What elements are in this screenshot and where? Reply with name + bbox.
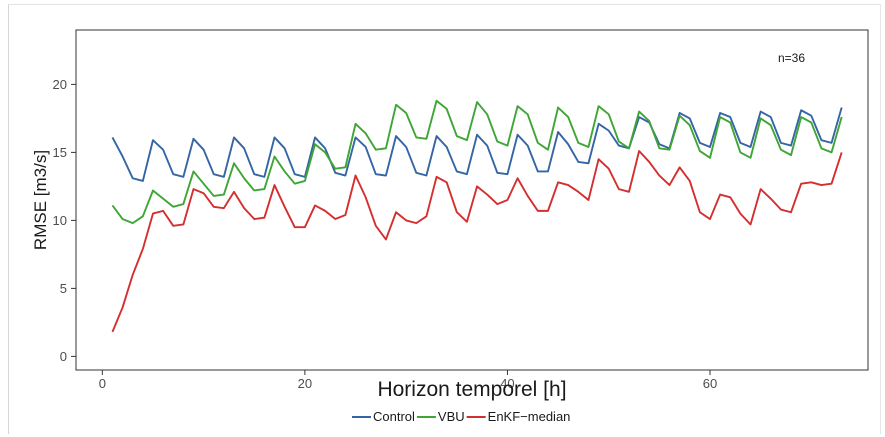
page-frame bbox=[8, 4, 881, 434]
x-tick-label: 0 bbox=[99, 376, 106, 391]
plot-panel-border bbox=[75, 29, 869, 371]
legend-label: Control bbox=[373, 409, 415, 424]
legend-label: EnKF−median bbox=[488, 409, 571, 424]
x-tick-label: 40 bbox=[500, 376, 514, 391]
y-tick-label: 0 bbox=[60, 349, 67, 364]
x-axis-title: Horizon temporel [h] bbox=[377, 378, 566, 401]
x-tick-label: 20 bbox=[298, 376, 312, 391]
y-tick-label: 5 bbox=[60, 281, 67, 296]
series-line-control bbox=[111, 107, 843, 182]
axis-ticks: 0 5 10 15 20 0 20 40 60 bbox=[53, 77, 718, 391]
series-lines bbox=[111, 99, 843, 333]
legend-label: VBU bbox=[438, 409, 465, 424]
series-line-vbu bbox=[111, 99, 843, 225]
y-tick-label: 20 bbox=[53, 77, 67, 92]
y-axis-title: RMSE [m3/s] bbox=[31, 150, 50, 250]
series-line-enkf-median bbox=[111, 150, 843, 333]
sample-size-annotation: n=36 bbox=[778, 51, 805, 65]
y-tick-label: 15 bbox=[53, 145, 67, 160]
x-tick-label: 60 bbox=[703, 376, 717, 391]
y-tick-label: 10 bbox=[53, 213, 67, 228]
legend: Control VBU EnKF−median bbox=[352, 409, 570, 424]
